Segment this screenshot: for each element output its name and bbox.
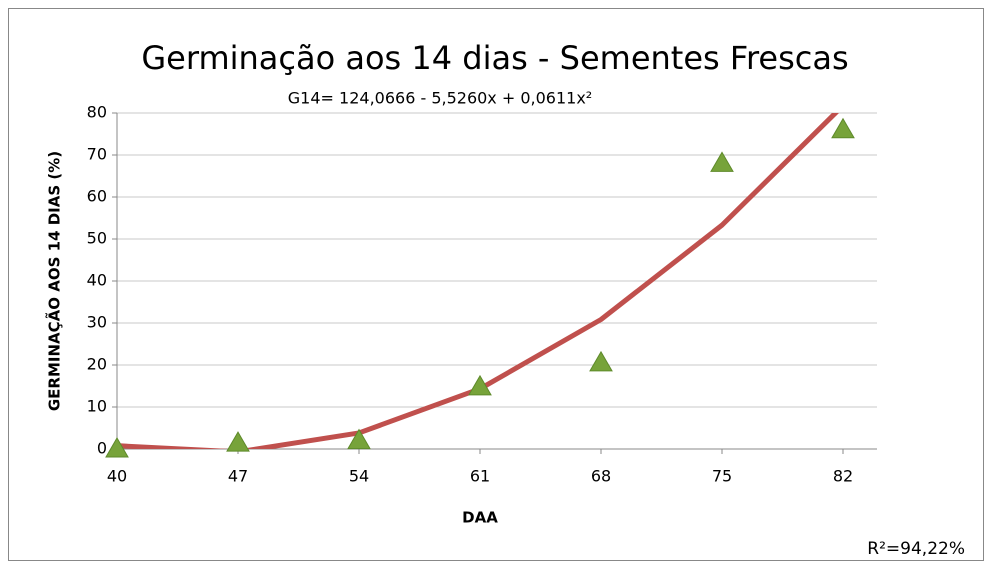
equation: G14= 124,0666 - 5,5260x + 0,0611x²	[288, 89, 592, 108]
y-tick-label: 60	[87, 187, 107, 206]
data-point	[710, 151, 734, 172]
y-tick-label: 70	[87, 145, 107, 164]
x-tick-label: 54	[349, 467, 369, 486]
y-tick-label: 30	[87, 313, 107, 332]
x-tick-label: 68	[591, 467, 611, 486]
y-tick-label: 20	[87, 355, 107, 374]
data-point	[347, 428, 371, 450]
data-point	[589, 350, 613, 372]
x-axis-label: DAA	[462, 509, 498, 527]
x-tick-label: 40	[107, 467, 127, 486]
data-point	[226, 431, 250, 452]
y-tick-label: 50	[87, 229, 107, 248]
x-tick-label: 61	[470, 467, 490, 486]
chart-frame	[8, 8, 984, 561]
r-squared: R²=94,22%	[867, 539, 965, 559]
y-tick-label: 0	[97, 439, 107, 458]
data-point	[105, 437, 129, 458]
y-tick-label: 10	[87, 397, 107, 416]
data-point	[831, 117, 855, 139]
y-tick-label: 40	[87, 271, 107, 290]
y-axis-label: GERMINAÇÃO AOS 14 DIAS (%)	[45, 151, 64, 411]
chart-title: Germinação aos 14 dias - Sementes Fresca…	[141, 39, 848, 77]
data-point	[468, 374, 492, 396]
x-tick-label: 82	[833, 467, 853, 486]
x-tick-label: 47	[228, 467, 248, 486]
x-tick-label: 75	[712, 467, 732, 486]
y-tick-label: 80	[87, 103, 107, 122]
